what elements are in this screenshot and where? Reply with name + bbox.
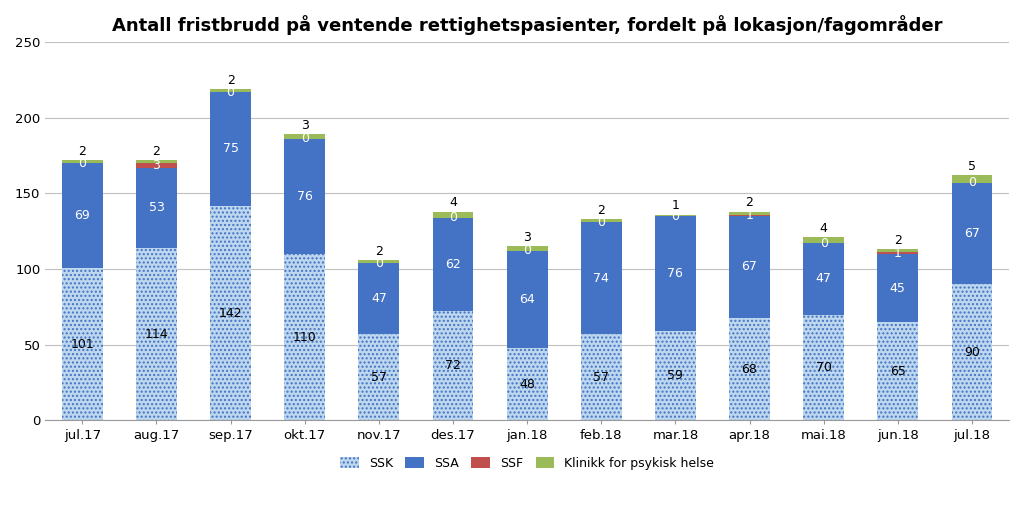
Text: 4: 4 (450, 196, 457, 209)
Text: 68: 68 (741, 362, 758, 376)
Text: 2: 2 (745, 196, 754, 209)
Text: 45: 45 (890, 281, 906, 295)
Bar (581, 219, 622, 222)
Bar (136, 168, 177, 248)
Text: 62: 62 (445, 258, 461, 271)
Bar (655, 331, 695, 420)
Text: 2: 2 (226, 74, 234, 87)
Text: 0: 0 (968, 176, 976, 189)
Bar (432, 312, 473, 420)
Bar (803, 243, 844, 314)
Bar (581, 222, 622, 334)
Bar (507, 348, 548, 420)
Text: 59: 59 (668, 369, 683, 383)
Text: 101: 101 (71, 337, 94, 351)
Text: 0: 0 (449, 211, 457, 224)
Text: 2: 2 (894, 234, 902, 247)
Bar (729, 318, 770, 420)
Bar (136, 163, 177, 168)
Text: 0: 0 (375, 256, 383, 270)
Text: 70: 70 (816, 361, 831, 374)
Text: 2: 2 (79, 145, 86, 158)
Bar (803, 314, 844, 420)
Text: 76: 76 (297, 190, 312, 203)
Bar (507, 246, 548, 251)
Bar (803, 237, 844, 243)
Bar (878, 250, 919, 253)
Text: 57: 57 (593, 371, 609, 384)
Text: 1: 1 (894, 247, 902, 260)
Text: 2: 2 (597, 204, 605, 217)
Bar (61, 163, 102, 268)
Text: 0: 0 (597, 215, 605, 229)
Bar (136, 160, 177, 163)
Text: 2: 2 (375, 245, 383, 258)
Bar (210, 89, 251, 92)
Text: 69: 69 (75, 209, 90, 222)
Text: 110: 110 (293, 331, 316, 344)
Bar (655, 214, 695, 216)
Bar (61, 268, 102, 420)
Bar (285, 254, 325, 420)
Text: 0: 0 (672, 210, 679, 223)
Bar (507, 251, 548, 348)
Text: 2: 2 (153, 145, 161, 158)
Legend: SSK, SSA, SSF, Klinikk for psykisk helse: SSK, SSA, SSF, Klinikk for psykisk helse (335, 452, 719, 475)
Bar (61, 160, 102, 163)
Text: 76: 76 (668, 267, 683, 280)
Text: 47: 47 (371, 292, 387, 305)
Text: 142: 142 (219, 306, 243, 320)
Bar (432, 212, 473, 218)
Bar (136, 248, 177, 420)
Text: 90: 90 (964, 346, 980, 359)
Bar (878, 254, 919, 322)
Text: 0: 0 (819, 237, 827, 250)
Text: 57: 57 (371, 371, 387, 384)
Text: 3: 3 (301, 119, 308, 132)
Text: 114: 114 (144, 328, 168, 340)
Bar (432, 218, 473, 312)
Text: 1: 1 (745, 209, 754, 222)
Text: 47: 47 (816, 272, 831, 286)
Text: 67: 67 (964, 227, 980, 240)
Bar (729, 216, 770, 318)
Text: 4: 4 (820, 222, 827, 235)
Text: 3: 3 (523, 231, 531, 244)
Text: 65: 65 (890, 365, 906, 378)
Text: 67: 67 (741, 260, 758, 273)
Bar (285, 135, 325, 139)
Bar (878, 253, 919, 254)
Bar (358, 263, 399, 334)
Text: 5: 5 (968, 160, 976, 173)
Text: 72: 72 (445, 360, 461, 372)
Bar (285, 139, 325, 254)
Bar (358, 260, 399, 263)
Bar (581, 334, 622, 420)
Bar (951, 284, 992, 420)
Bar (729, 214, 770, 216)
Bar (358, 334, 399, 420)
Text: 0: 0 (226, 86, 234, 98)
Bar (655, 216, 695, 331)
Title: Antall fristbrudd på ventende rettighetspasienter, fordelt på lokasjon/fagområde: Antall fristbrudd på ventende rettighets… (112, 15, 942, 35)
Text: 3: 3 (153, 159, 161, 172)
Text: 53: 53 (148, 201, 165, 214)
Text: 0: 0 (301, 132, 308, 145)
Bar (951, 175, 992, 183)
Bar (878, 322, 919, 420)
Text: 75: 75 (222, 142, 239, 155)
Text: 64: 64 (519, 293, 535, 306)
Bar (951, 183, 992, 284)
Text: 1: 1 (672, 200, 679, 212)
Text: 0: 0 (78, 157, 86, 170)
Text: 0: 0 (523, 245, 531, 257)
Text: 48: 48 (519, 378, 536, 390)
Text: 74: 74 (593, 272, 609, 285)
Bar (210, 92, 251, 205)
Bar (210, 205, 251, 420)
Bar (729, 212, 770, 214)
